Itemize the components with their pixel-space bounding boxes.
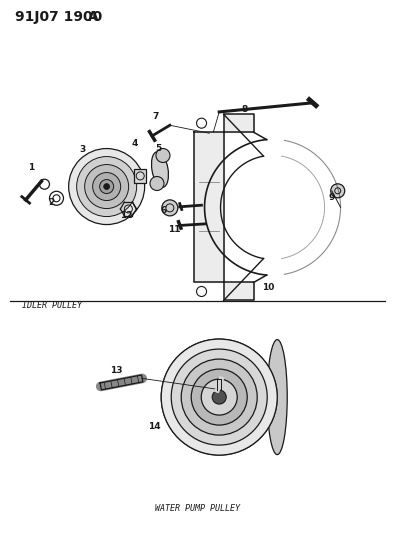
Circle shape [171, 349, 267, 445]
Circle shape [85, 165, 129, 208]
Text: 9: 9 [329, 193, 335, 201]
Text: 7: 7 [153, 112, 159, 120]
Circle shape [150, 176, 164, 190]
Circle shape [161, 339, 277, 455]
Ellipse shape [152, 152, 168, 187]
Text: IDLER PULLEY: IDLER PULLEY [22, 301, 82, 310]
Circle shape [331, 184, 345, 198]
Text: 3: 3 [80, 145, 86, 154]
Text: 13: 13 [110, 366, 123, 375]
Text: 91J07 1900: 91J07 1900 [15, 10, 102, 23]
Circle shape [201, 379, 237, 415]
Circle shape [191, 369, 247, 425]
Text: 14: 14 [148, 422, 160, 431]
Ellipse shape [267, 340, 287, 455]
Text: A: A [88, 10, 99, 23]
Circle shape [103, 183, 110, 190]
Circle shape [93, 173, 120, 200]
Circle shape [212, 390, 226, 404]
Text: 6: 6 [161, 206, 167, 215]
Circle shape [69, 149, 145, 224]
Text: 5: 5 [155, 144, 161, 152]
Circle shape [171, 349, 267, 445]
FancyBboxPatch shape [134, 169, 146, 183]
Circle shape [181, 359, 257, 435]
Circle shape [212, 390, 226, 404]
Text: 10: 10 [262, 284, 275, 292]
Text: 1: 1 [28, 164, 35, 172]
Circle shape [100, 180, 114, 193]
Circle shape [201, 379, 237, 415]
Circle shape [156, 149, 170, 163]
Circle shape [191, 369, 247, 425]
Text: 2: 2 [48, 198, 55, 207]
Circle shape [162, 200, 178, 216]
Circle shape [161, 339, 277, 455]
Text: 11: 11 [167, 225, 180, 233]
Text: WATER PUMP PULLEY: WATER PUMP PULLEY [155, 504, 240, 513]
Text: 4: 4 [131, 140, 137, 148]
Text: 8: 8 [242, 105, 248, 114]
Text: 12: 12 [120, 212, 133, 220]
Circle shape [77, 157, 137, 216]
Circle shape [181, 359, 257, 435]
Polygon shape [194, 114, 254, 301]
